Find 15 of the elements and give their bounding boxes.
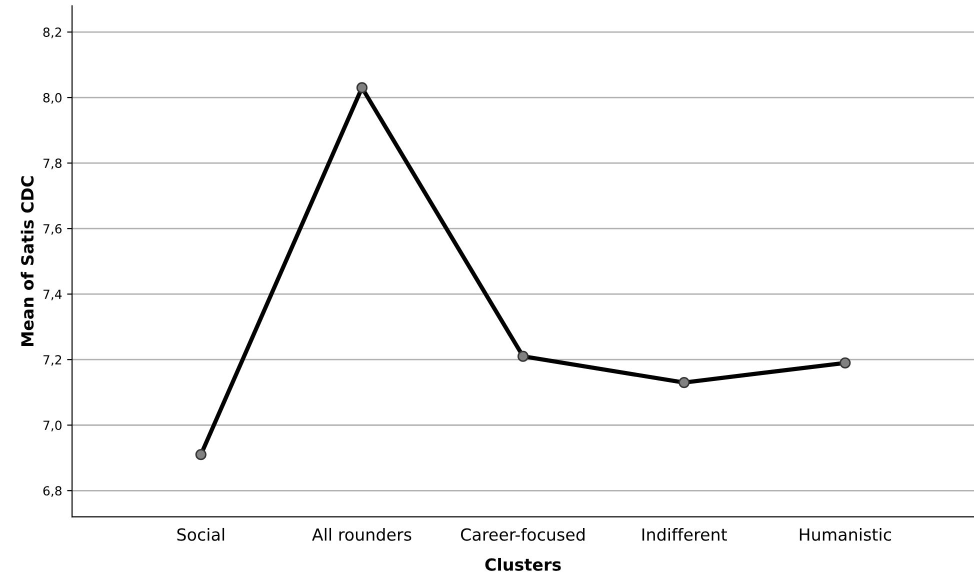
- y-tick-label: 7,0: [44, 420, 62, 432]
- x-tick-label: Career-focused: [461, 528, 584, 541]
- x-axis-title: Clusters: [485, 558, 561, 571]
- x-tick-label: Social: [177, 528, 224, 541]
- x-tick-label: Humanistic: [800, 528, 891, 541]
- y-tick-label: 7,8: [44, 158, 62, 170]
- y-tick-label: 8,2: [43, 28, 62, 38]
- y-tick-label: 8,0: [43, 93, 62, 104]
- x-tick-label: All rounders: [312, 528, 412, 541]
- y-tick-label: 6,8: [43, 486, 62, 497]
- y-tick-label: 7,6: [44, 224, 62, 235]
- y-tick-label: 7,2: [44, 355, 62, 366]
- y-tick-label: 7,4: [44, 290, 62, 300]
- x-tick-label: Indifferent: [642, 528, 727, 541]
- y-axis-title: Mean of Satis CDC: [20, 176, 34, 346]
